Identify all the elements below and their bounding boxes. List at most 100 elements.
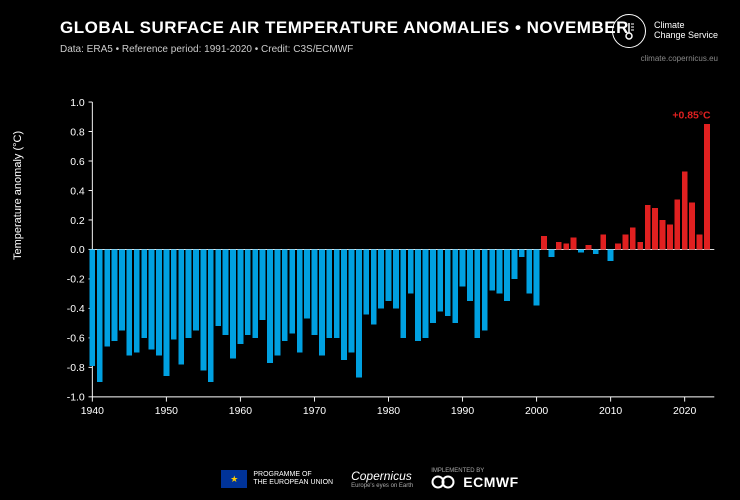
c3s-line2: Change Service: [654, 31, 718, 41]
bar: [437, 249, 443, 311]
bar: [215, 249, 221, 326]
x-tick-label: 1940: [81, 406, 104, 417]
x-tick-label: 2000: [525, 406, 548, 417]
bar: [178, 249, 184, 364]
copernicus-logo: Copernicus Europe's eyes on Earth: [351, 469, 413, 489]
bar: [630, 227, 636, 249]
x-tick-label: 1980: [377, 406, 400, 417]
bar: [578, 249, 584, 252]
bar: [415, 249, 421, 340]
y-tick-label: -0.2: [67, 275, 85, 286]
bar: [282, 249, 288, 340]
bar: [238, 249, 244, 343]
footer: ★ PROGRAMME OF THE EUROPEAN UNION Copern…: [0, 468, 740, 490]
bar: [186, 249, 192, 337]
bar: [637, 242, 643, 249]
bar: [163, 249, 169, 376]
bar: [119, 249, 125, 330]
bar: [97, 249, 103, 382]
bar: [697, 235, 703, 250]
chart-area: -1.0-0.8-0.6-0.4-0.20.00.20.40.60.81.019…: [60, 88, 720, 428]
bar: [645, 205, 651, 249]
bar: [208, 249, 214, 382]
c3s-logo: Climate Change Service: [612, 14, 718, 48]
x-tick-label: 1950: [155, 406, 178, 417]
bar: [467, 249, 473, 301]
bar: [704, 124, 710, 249]
x-tick-label: 1960: [229, 406, 252, 417]
bar: [171, 249, 177, 339]
y-tick-label: 1.0: [70, 98, 85, 109]
bar: [230, 249, 236, 358]
bar: [586, 245, 592, 249]
y-tick-label: 0.2: [70, 216, 85, 227]
y-tick-label: 0.8: [70, 127, 85, 138]
bar: [312, 249, 318, 334]
bar: [534, 249, 540, 305]
bar: [349, 249, 355, 352]
c3s-ring-icon: [612, 14, 646, 48]
ecmwf-rings-icon: [431, 475, 459, 489]
bar: [689, 202, 695, 249]
bar: [556, 242, 562, 249]
bar: [289, 249, 295, 333]
bar: [674, 199, 680, 249]
bar: [386, 249, 392, 301]
c3s-url: climate.copernicus.eu: [641, 54, 718, 63]
c3s-text: Climate Change Service: [654, 21, 718, 41]
bar: [104, 249, 110, 346]
y-tick-label: -0.8: [67, 363, 85, 374]
bar: [89, 249, 95, 365]
bar: [549, 249, 555, 256]
bar: [660, 220, 666, 249]
ecmwf-logo-wrap: IMPLEMENTED BY ECMWF: [431, 468, 518, 490]
bar: [334, 249, 340, 337]
eu-line1: PROGRAMME OF: [253, 471, 333, 479]
x-tick-label: 1970: [303, 406, 326, 417]
bar: [682, 171, 688, 249]
bar: [652, 208, 658, 249]
bar: [623, 235, 629, 250]
bar: [141, 249, 147, 337]
bar: [482, 249, 488, 330]
x-tick-label: 2010: [599, 406, 622, 417]
bar: [149, 249, 155, 349]
bar: [297, 249, 303, 352]
bar: [474, 249, 480, 337]
bar: [400, 249, 406, 337]
bar: [223, 249, 229, 334]
copernicus-name: Copernicus: [351, 469, 413, 483]
copernicus-sub: Europe's eyes on Earth: [351, 483, 413, 489]
y-tick-label: -0.6: [67, 334, 85, 345]
x-tick-label: 1990: [451, 406, 474, 417]
y-axis-label: Temperature anomaly (°C): [12, 131, 24, 260]
ecmwf-logo: ECMWF: [431, 474, 518, 490]
bar: [667, 224, 673, 249]
bar: [563, 244, 569, 250]
eu-text: PROGRAMME OF THE EUROPEAN UNION: [253, 471, 333, 486]
bar: [267, 249, 273, 363]
bar: [408, 249, 414, 293]
bar: [489, 249, 495, 290]
ecmwf-name: ECMWF: [463, 474, 518, 490]
bar: [304, 249, 310, 318]
bar: [319, 249, 325, 355]
eu-line2: THE EUROPEAN UNION: [253, 479, 333, 487]
bar: [193, 249, 199, 330]
bar: [497, 249, 503, 293]
bar: [615, 244, 621, 250]
bar: [378, 249, 384, 308]
thermometer-icon: [622, 21, 636, 41]
bar: [511, 249, 517, 278]
bar: [519, 249, 525, 256]
bar: [600, 235, 606, 250]
copernicus-block: Copernicus Europe's eyes on Earth: [351, 469, 413, 489]
bar: [201, 249, 207, 370]
bar-chart: -1.0-0.8-0.6-0.4-0.20.00.20.40.60.81.019…: [60, 88, 720, 428]
bar: [371, 249, 377, 324]
y-tick-label: 0.4: [70, 186, 85, 197]
bar: [541, 236, 547, 249]
bar: [608, 249, 614, 261]
bar: [326, 249, 332, 337]
bar: [356, 249, 362, 377]
